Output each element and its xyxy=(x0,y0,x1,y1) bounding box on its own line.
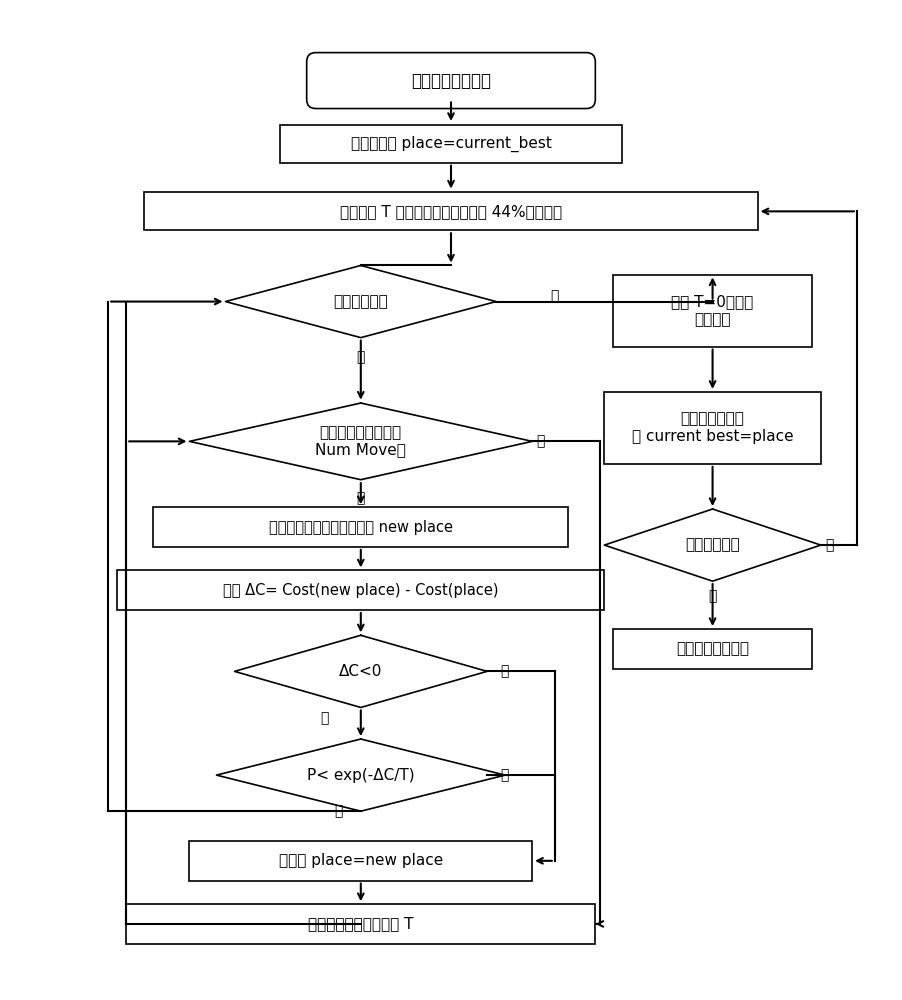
Text: P< exp(-ΔC/T): P< exp(-ΔC/T) xyxy=(307,768,415,783)
Text: 否: 否 xyxy=(356,350,365,364)
FancyBboxPatch shape xyxy=(280,125,622,163)
Text: 是: 是 xyxy=(501,768,509,782)
FancyBboxPatch shape xyxy=(153,507,568,547)
Text: ΔC<0: ΔC<0 xyxy=(339,664,382,679)
Text: 根据回火方法更新温度 T: 根据回火方法更新温度 T xyxy=(308,916,413,931)
FancyBboxPatch shape xyxy=(604,392,821,464)
FancyBboxPatch shape xyxy=(144,192,758,230)
Text: 如果当前解更优
则 current best=place: 如果当前解更优 则 current best=place xyxy=(631,412,794,444)
Text: 计算 ΔC= Cost(new place) - Cost(place): 计算 ΔC= Cost(new place) - Cost(place) xyxy=(223,583,499,598)
Text: 模拟回火方法开始: 模拟回火方法开始 xyxy=(411,72,491,90)
Text: 模拟回火方法结束: 模拟回火方法结束 xyxy=(676,641,749,656)
FancyBboxPatch shape xyxy=(613,629,812,669)
FancyBboxPatch shape xyxy=(189,841,532,881)
FancyBboxPatch shape xyxy=(307,53,595,109)
Text: 否: 否 xyxy=(825,538,834,552)
Text: 接受解 place=new place: 接受解 place=new place xyxy=(279,853,443,868)
Text: 否: 否 xyxy=(356,491,365,505)
Text: 设置 T=0，局部
优化搜索: 设置 T=0，局部 优化搜索 xyxy=(671,294,754,327)
Text: 是: 是 xyxy=(708,590,717,604)
Text: 是: 是 xyxy=(550,289,558,303)
Text: 搜索达到上限: 搜索达到上限 xyxy=(686,538,740,553)
Text: 否: 否 xyxy=(334,804,343,818)
FancyBboxPatch shape xyxy=(613,274,812,347)
Text: 设置布局为 place=current_best: 设置布局为 place=current_best xyxy=(351,136,551,152)
Text: 是: 是 xyxy=(501,664,509,678)
Text: 否: 否 xyxy=(320,711,329,725)
Text: 是: 是 xyxy=(537,434,545,448)
Text: 设置温度 T 为上一阶段解接受率为 44%时的温度: 设置温度 T 为上一阶段解接受率为 44%时的温度 xyxy=(340,204,562,219)
FancyBboxPatch shape xyxy=(117,570,604,610)
Text: 达到冰点温度: 达到冰点温度 xyxy=(334,294,388,309)
Text: 内循环迭代次数达到
Num Move次: 内循环迭代次数达到 Num Move次 xyxy=(316,425,406,458)
Text: 随机调整布局，产生领域解 new place: 随机调整布局，产生领域解 new place xyxy=(269,520,453,535)
FancyBboxPatch shape xyxy=(126,904,595,944)
